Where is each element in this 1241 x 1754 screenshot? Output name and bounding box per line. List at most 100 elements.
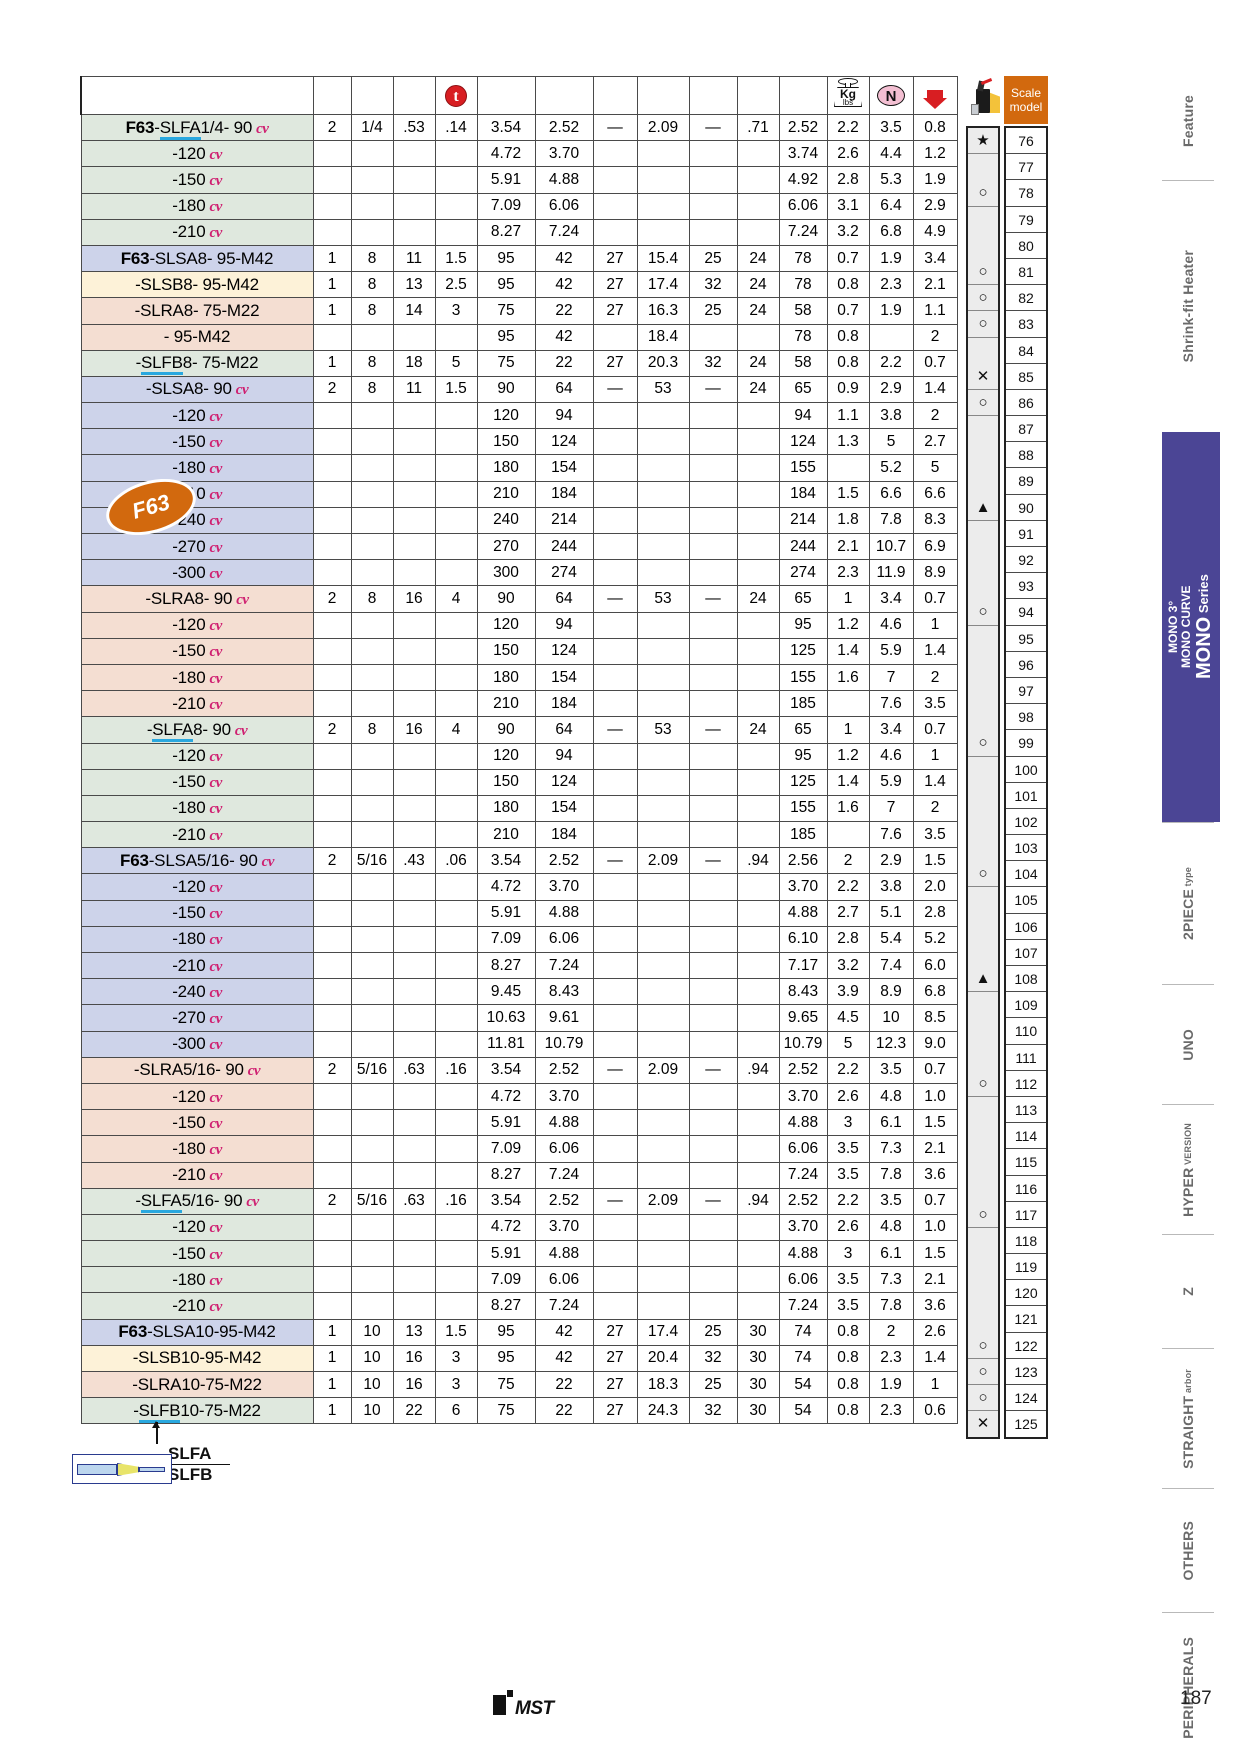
cell-h: 58 [778, 297, 828, 325]
cell-H [736, 663, 780, 692]
cell-phiC2: 32 [688, 271, 738, 299]
table-row: -210 cv 210 184 185 7.6 3.5 [80, 690, 958, 718]
cell-phiC2 [688, 506, 738, 535]
cell-phiC [392, 1004, 436, 1032]
cell-phiC: 16 [392, 716, 436, 744]
cell-t: .16 [434, 1187, 478, 1215]
cell-code: -150 cv [80, 1109, 314, 1137]
cell-phiD [350, 559, 394, 587]
cell-H [736, 323, 780, 351]
cell-M: 2.52 [534, 1056, 594, 1084]
cell-M: 7.24 [534, 951, 594, 980]
table-row: -180 cv 7.09 6.06 6.06 3.5 7.3 2.1 [80, 1135, 958, 1163]
side-tab-straight[interactable]: STRAIGHT arbor [1162, 1348, 1214, 1488]
table-row: -210 cv 210 184 185 7.6 3.5 [80, 821, 958, 849]
cell-N: 4.6 [868, 742, 914, 770]
cell-phiD [350, 899, 394, 927]
side-tab-z[interactable]: Z [1162, 1234, 1214, 1348]
diagram-taper [117, 1463, 139, 1476]
col-header-phi-c2: φC2 [688, 76, 738, 115]
side-tab-mono-series[interactable]: MONO 3° MONO CURVE MONO Series [1162, 432, 1220, 822]
cell-kg [826, 454, 870, 482]
side-tab-feature[interactable]: Feature [1180, 95, 1196, 147]
side-tab-hyper[interactable]: HYPER VERSION [1162, 1104, 1214, 1234]
cell-h: 6.10 [778, 925, 828, 954]
cell-scale-model: 111 [1006, 1044, 1046, 1071]
cell-t [434, 821, 478, 849]
cell-phiC2 [688, 1135, 738, 1163]
cell-N: 3.4 [868, 585, 914, 613]
cell-H: .94 [736, 1187, 780, 1215]
side-tab-2piece[interactable]: 2PIECE type [1162, 822, 1214, 984]
cell-kg: 3 [826, 1109, 870, 1137]
cell-H [736, 978, 780, 1006]
cell-scale-model: 107 [1006, 939, 1046, 966]
cell-t: 1.5 [434, 244, 478, 273]
side-tab-uno[interactable]: UNO [1162, 984, 1214, 1104]
cell-tool-symbol: ○ [968, 180, 998, 207]
cell-t: 4 [434, 716, 478, 744]
cell-tool-symbol [968, 782, 998, 809]
cell-code: - 95-M42 [80, 323, 314, 351]
cell-L1: — [592, 375, 638, 404]
side-tab-shrink-fit-heater[interactable]: Shrink-fit Heater [1162, 180, 1214, 432]
cell-h: 4.88 [778, 1109, 828, 1137]
cell-scale-model: 89 [1006, 468, 1046, 495]
cell-t: 3 [434, 297, 478, 325]
cell-phiD [350, 166, 394, 194]
cell-h: 95 [778, 611, 828, 639]
cell-phiC: 16 [392, 1344, 436, 1373]
cell-scale-model: 84 [1006, 337, 1046, 364]
cell-tool-symbol [968, 1149, 998, 1176]
side-tab-peripherals[interactable]: PERIPHERALS [1162, 1612, 1214, 1754]
cell-fig: 2 [312, 1056, 352, 1084]
cell-phiC1 [636, 140, 690, 168]
cell-phiC2 [688, 611, 738, 639]
cell-phiD [350, 978, 394, 1006]
cell-phiC [392, 506, 436, 535]
cell-phiC2 [688, 428, 738, 456]
cell-code: -120 cv [80, 1082, 314, 1111]
table-row: -SLRA10-75-M22 1 10 16 3 75 22 27 18.3 25 30 54 0.8 1… [80, 1370, 958, 1399]
cell-kg: 0.7 [826, 244, 870, 273]
cell-phiC: .53 [392, 113, 436, 142]
cell-H [736, 611, 780, 639]
cell-S: 2.9 [912, 192, 958, 220]
cell-M: 22 [534, 1397, 594, 1425]
cell-phiC2: 25 [688, 244, 738, 273]
cell-H [736, 951, 780, 980]
cell-kg: 2.6 [826, 1082, 870, 1111]
cell-phiC [392, 1030, 436, 1058]
cell-h: 54 [778, 1370, 828, 1399]
cell-phiC1: 53 [636, 375, 690, 404]
cell-h: 7.24 [778, 218, 828, 246]
cell-scale-model: 103 [1006, 835, 1046, 862]
cell-L1 [592, 428, 638, 456]
cell-phiC1 [636, 1161, 690, 1189]
cell-S: 1.9 [912, 166, 958, 194]
cell-L: 9.45 [476, 978, 536, 1006]
cell-h: 8.43 [778, 978, 828, 1006]
cell-L1: — [592, 847, 638, 875]
cell-L1: 27 [592, 1370, 638, 1399]
cell-H [736, 742, 780, 770]
cell-phiC1 [636, 1213, 690, 1242]
cell-h: 155 [778, 663, 828, 692]
cell-phiC [392, 480, 436, 508]
cell-M: 244 [534, 532, 594, 561]
cell-code: -180 cv [80, 794, 314, 823]
cell-L1: — [592, 585, 638, 613]
table-row: -SLFA8- 90 cv 2 8 16 4 90 64—53—24 65 1 3.4 0.7 [80, 716, 958, 744]
cell-tool-symbol: ✕ [968, 1411, 998, 1438]
cell-L1 [592, 323, 638, 351]
cell-tool-symbol [968, 677, 998, 705]
cell-fig: 1 [312, 349, 352, 377]
side-tab-others[interactable]: OTHERS [1162, 1488, 1214, 1612]
cell-M: 42 [534, 271, 594, 299]
cell-M: 4.88 [534, 899, 594, 927]
cell-S: 2 [912, 402, 958, 430]
cell-kg: 1.5 [826, 480, 870, 508]
cell-N: 2.9 [868, 375, 914, 404]
cell-L: 5.91 [476, 1109, 536, 1137]
